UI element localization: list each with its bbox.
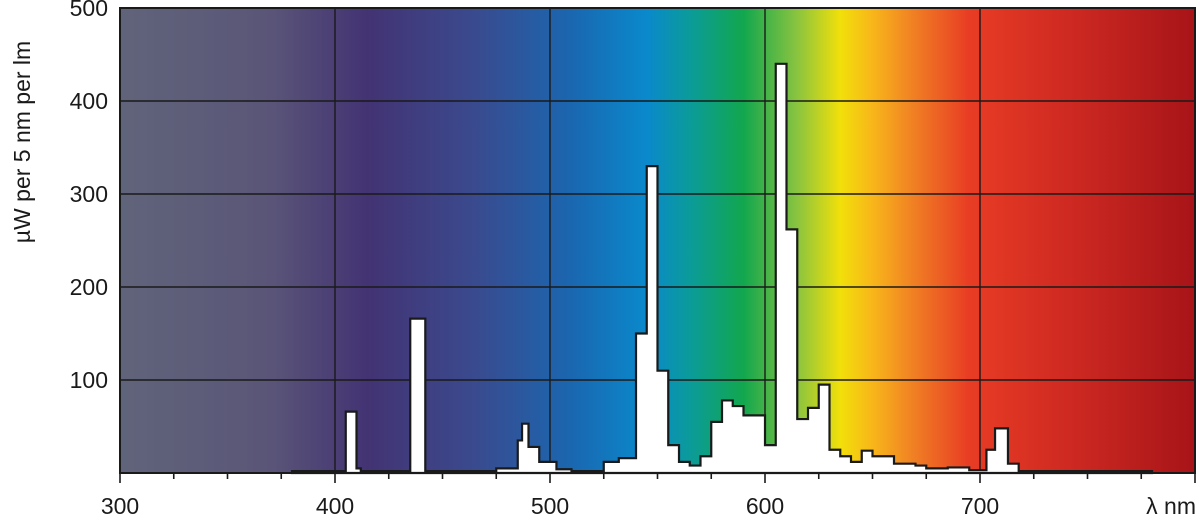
y-tick-label: 100: [70, 367, 108, 393]
x-tick-label: 600: [746, 493, 784, 519]
y-tick-label: 200: [70, 274, 108, 300]
y-tick-label: 500: [70, 0, 108, 21]
spectrum-bars: [290, 62, 1154, 475]
x-tick-label: 700: [961, 493, 999, 519]
y-tick-label: 300: [70, 181, 108, 207]
x-axis-title: λ nm: [1146, 493, 1196, 519]
x-tick-label: 400: [316, 493, 354, 519]
x-axis: 300 400 500 600 700: [101, 473, 1196, 519]
y-axis: 100 200 300 400 500: [70, 0, 108, 393]
y-tick-label: 400: [70, 88, 108, 114]
x-tick-label: 500: [531, 493, 569, 519]
x-tick-label: 300: [101, 493, 139, 519]
y-axis-title: µW per 5 nm per lm: [9, 41, 35, 243]
spectrum-series-path: [290, 62, 1154, 475]
